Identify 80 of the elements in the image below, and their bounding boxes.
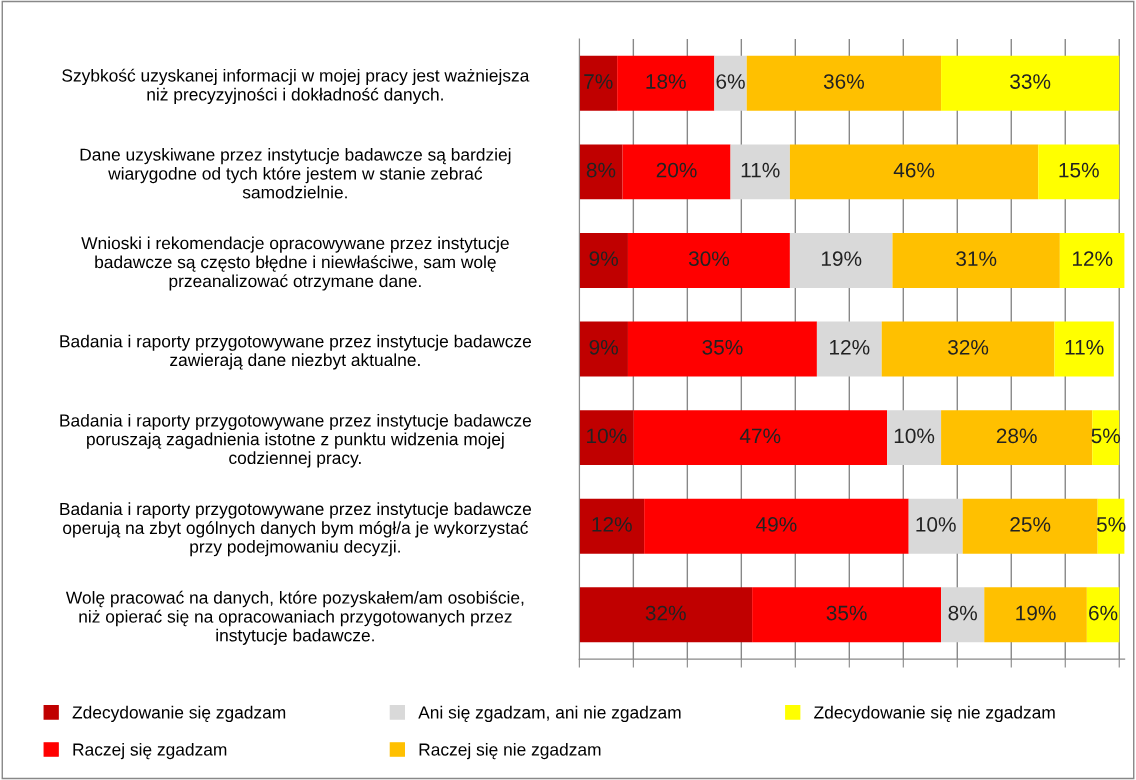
data-label: 12%	[830, 339, 870, 355]
y-tick-label: Badania i raporty przygotowywane przez instytucje badawcze operują na zbyt ogólnych danych bym mógł/a je wykorzystać przy podejmowaniu decyzji.	[60, 502, 532, 557]
bar	[941, 55, 1120, 111]
data-label: 8%	[586, 162, 616, 178]
bar	[789, 144, 1039, 200]
legend-label: Zdecydowanie się nie zgadzam	[814, 705, 1055, 723]
data-label: 12%	[1072, 251, 1113, 266]
bar	[579, 233, 628, 288]
data-label: 36%	[823, 74, 865, 89]
bar	[1086, 587, 1120, 643]
data-label: 32%	[645, 605, 686, 621]
bar	[941, 410, 1093, 466]
data-label: 31%	[956, 251, 997, 267]
legend-label: Raczej się zgadzam	[73, 742, 227, 760]
data-label: 46%	[893, 162, 935, 178]
legend-label: Ani się zgadzam, ani nie zgadzam	[418, 705, 681, 723]
y-tick-label: Badania i raporty przygotowywane przez instytucje badawcze poruszają zagadnienia istotne z punktu widzenia mojej codziennej pracy.	[60, 413, 532, 468]
y-tick-label: Badania i raporty przygotowywane przez instytucje badawcze zawierają dane niezbyt aktualne.	[60, 334, 532, 370]
bar	[579, 498, 645, 554]
data-label: 35%	[826, 605, 867, 621]
data-label: 5%	[1091, 428, 1121, 444]
legend-label: Zdecydowanie się zgadzam	[72, 705, 286, 723]
y-tick-label: Wolę pracować na danych, które pozyskałem/am osobiście, niż opierać się na opracowaniach przygotowanych przez instytucje badawcze.	[65, 590, 524, 645]
data-label: 12%	[592, 517, 632, 532]
bar	[892, 233, 1060, 288]
y-tick-label: Szybkość uzyskanej informacji w mojej pracy jest ważniejsza niż precyzyjności i dokładność danych.	[62, 68, 530, 105]
data-label: 6%	[716, 74, 745, 89]
y-tick-label: Wnioski i rekomendacje opracowywane przez instytucje badawcze są często błędne i niewłaściwe, sam wolę przeanalizować otrzymane dane.	[81, 236, 509, 291]
bar	[908, 498, 963, 554]
bar	[579, 587, 753, 643]
bar	[752, 587, 942, 643]
data-label: 19%	[1016, 605, 1056, 621]
data-label: 49%	[756, 517, 797, 532]
data-label: 28%	[996, 428, 1037, 444]
data-label: 11%	[1065, 339, 1104, 355]
bar	[1038, 144, 1120, 200]
bar	[887, 410, 942, 466]
bar	[941, 587, 985, 643]
bar	[816, 321, 882, 377]
data-label: 32%	[948, 339, 989, 355]
data-label: 35%	[702, 339, 743, 355]
data-label: 15%	[1059, 162, 1099, 178]
bar	[789, 233, 893, 288]
bar	[633, 410, 888, 466]
data-label: 6%	[1089, 605, 1118, 621]
bar	[627, 233, 790, 288]
data-label: 8%	[948, 605, 977, 621]
bar	[714, 55, 747, 111]
bar	[1054, 321, 1114, 377]
bar	[579, 144, 623, 200]
bar	[579, 410, 634, 466]
legend-label: Raczej się nie zgadzam	[419, 742, 601, 760]
data-label: 33%	[1010, 74, 1051, 89]
data-label: 9%	[589, 251, 618, 267]
bar	[579, 321, 628, 377]
bar	[1059, 233, 1125, 288]
bar	[627, 321, 817, 377]
bar	[962, 498, 1098, 554]
bar	[617, 55, 715, 111]
data-label: 9%	[589, 339, 618, 355]
data-label: 10%	[894, 428, 935, 444]
data-label: 18%	[646, 74, 686, 89]
data-label: 10%	[916, 517, 956, 532]
bar	[881, 321, 1055, 377]
data-label: 19%	[821, 251, 862, 267]
data-label: 20%	[656, 162, 697, 178]
bar	[746, 55, 942, 111]
bar	[644, 498, 909, 554]
bar	[579, 55, 618, 111]
data-label: 47%	[739, 428, 781, 444]
y-tick-label: Dane uzyskiwane przez instytucje badawcze są bardziej wiarygodne od tych które jestem w stanie zebrać samodzielnie.	[80, 148, 511, 199]
bar	[984, 587, 1087, 643]
data-label: 10%	[587, 428, 627, 444]
bar	[730, 144, 790, 200]
data-label: 25%	[1010, 517, 1051, 532]
data-label: 7%	[584, 74, 613, 89]
bar	[1092, 410, 1120, 466]
bar	[622, 144, 731, 200]
data-label: 11%	[741, 162, 780, 178]
data-label: 30%	[688, 251, 730, 267]
